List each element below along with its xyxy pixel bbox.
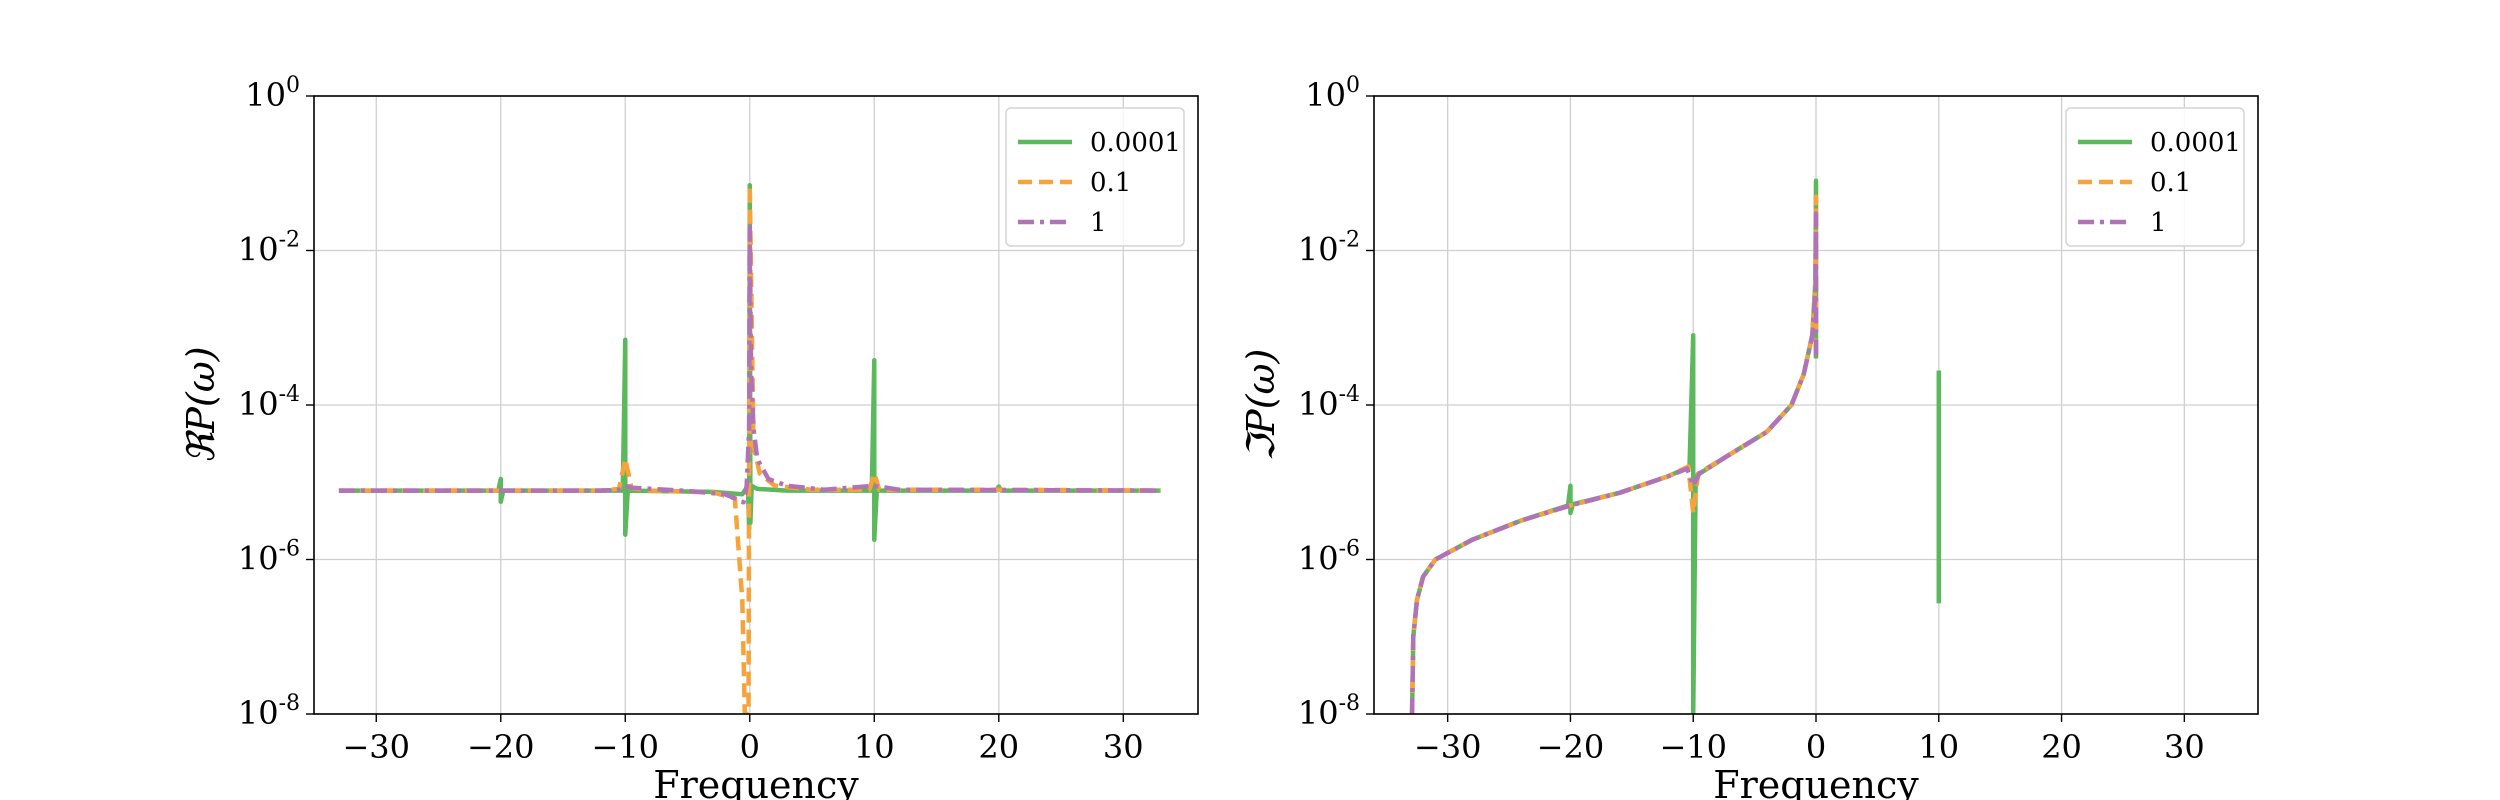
legend-label: 1 <box>1090 208 1107 238</box>
x-tick-label: −10 <box>592 728 660 766</box>
x-tick-label: −10 <box>1659 728 1727 766</box>
legend: 0.0001 0.1 1 <box>1005 107 1185 247</box>
y-tick-label: 10-6 <box>238 537 300 578</box>
x-tick-label: 20 <box>978 728 1019 766</box>
series-group <box>338 182 1161 714</box>
legend-label: 0.1 <box>2150 168 2191 198</box>
x-tick-label: −20 <box>467 728 535 766</box>
series-line-0.1 <box>1409 194 1819 714</box>
series-line-0.1 <box>338 182 1161 714</box>
legend-label: 0.0001 <box>2150 128 2241 158</box>
x-tick-label: 10 <box>1918 728 1959 766</box>
x-tick-label: −20 <box>1537 728 1605 766</box>
y-axis-label: ℑP(ω) <box>1239 349 1283 462</box>
x-tick-label: 30 <box>1103 728 1144 766</box>
series-line-1 <box>1409 211 1819 714</box>
legend-label: 0.0001 <box>1090 128 1181 158</box>
y-tick-label: 10-6 <box>1298 537 1360 578</box>
x-tick-label: −30 <box>342 728 410 766</box>
x-axis-label: Frequency <box>653 763 859 800</box>
y-tick-label: 100 <box>245 73 300 114</box>
x-axis-label: Frequency <box>1713 763 1919 800</box>
x-tick-label: 10 <box>854 728 895 766</box>
y-tick-label: 10-2 <box>1298 228 1360 269</box>
legend-label: 0.1 <box>1090 168 1131 198</box>
real-part-chart: −30 −20 −10 0 10 20 30 100 10-2 10-4 10-6 10-8 Frequ… <box>179 73 1199 800</box>
imaginary-part-chart: −30 −20 −10 0 10 20 30 100 10-2 10-4 10-6 10-8 Frequ… <box>1239 73 2259 800</box>
x-tick-label: −30 <box>1414 728 1482 766</box>
x-tick-label: 20 <box>2041 728 2082 766</box>
series-line-0.0001 <box>1409 178 1819 714</box>
x-tick-label: 0 <box>1806 728 1826 766</box>
legend: 0.0001 0.1 1 <box>2065 107 2245 247</box>
y-tick-label: 100 <box>1305 73 1360 114</box>
y-tick-label: 10-4 <box>238 382 300 423</box>
y-tick-label: 10-8 <box>238 691 300 732</box>
series-group <box>1409 178 1942 714</box>
y-tick-label: 10-4 <box>1298 382 1360 423</box>
y-tick-label: 10-2 <box>238 228 300 269</box>
legend-label: 1 <box>2150 208 2167 238</box>
y-tick-label: 10-8 <box>1298 691 1360 732</box>
y-axis-label: ℜP(ω) <box>179 346 223 463</box>
x-tick-label: 0 <box>740 728 760 766</box>
series-line-1 <box>338 225 1161 505</box>
x-tick-label: 30 <box>2164 728 2205 766</box>
